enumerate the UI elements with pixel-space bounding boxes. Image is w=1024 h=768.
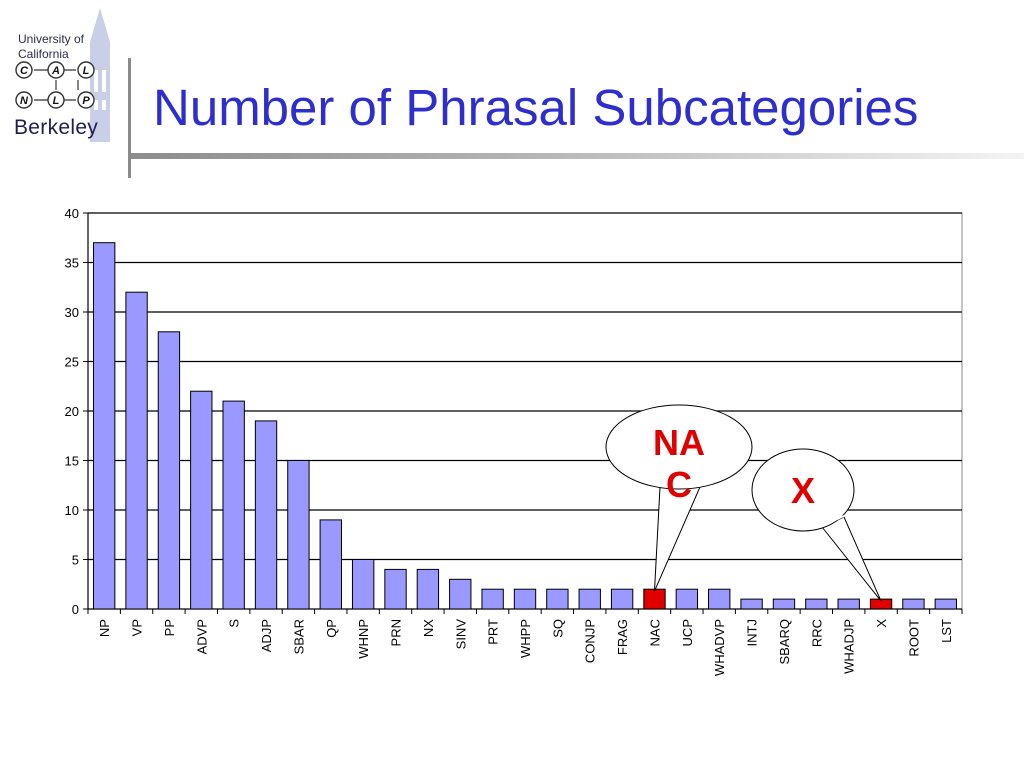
x-tick-label: WHNP: [356, 619, 371, 659]
bar-np: [93, 242, 116, 610]
logo-letter: N: [20, 95, 29, 107]
bar-adjp: [254, 420, 278, 610]
bar-ucp: [675, 588, 699, 610]
logo-letter: L: [83, 65, 90, 77]
bar-whadvp: [708, 588, 731, 610]
callout-x-text: X: [752, 470, 854, 512]
x-tick-label: FRAG: [615, 619, 630, 655]
callout-nac-line2: C: [666, 464, 692, 505]
x-tick-label: S: [227, 619, 242, 628]
y-tick-label: 30: [65, 305, 79, 320]
y-tick-label: 0: [72, 602, 79, 617]
bar-x: [869, 598, 893, 610]
x-tick-label: SBAR: [291, 619, 306, 654]
bar-prn: [384, 568, 407, 610]
x-tick-label: WHADJP: [842, 619, 857, 674]
bar-frag: [610, 588, 634, 610]
bar-advp: [190, 390, 213, 610]
bar-sinv: [449, 578, 472, 610]
bar-intj: [740, 598, 763, 610]
x-tick-label: LST: [939, 619, 954, 643]
x-tick-label: X: [874, 619, 889, 628]
callout-x-line1: X: [790, 470, 815, 511]
bar-prt: [481, 588, 504, 610]
y-tick-label: 5: [72, 553, 79, 568]
logo-wordmark: Berkeley: [14, 116, 99, 139]
x-tick-label: WHADVP: [712, 619, 727, 676]
callout-x-bubble: [751, 448, 855, 532]
x-tick-label: UCP: [680, 619, 695, 646]
x-tick-label: ADJP: [259, 619, 274, 652]
y-tick-label: 25: [65, 355, 79, 370]
x-tick-label: VP: [130, 619, 145, 636]
bar-whnp: [351, 559, 375, 610]
x-tick-label: INTJ: [745, 619, 760, 646]
x-tick-label: PP: [162, 619, 177, 636]
bar-sbarq: [772, 598, 796, 610]
x-tick-label: PRN: [389, 619, 404, 646]
y-tick-label: 40: [65, 206, 79, 221]
logo-university-text: University of California: [18, 32, 84, 62]
logo-letter: C: [20, 65, 29, 77]
y-tick-label: 35: [65, 256, 79, 271]
bar-nac: [643, 588, 666, 610]
x-tick-label: SQ: [550, 619, 565, 638]
callout-nac-text: NA C: [606, 422, 752, 506]
callout-nac-bubble: [605, 404, 753, 490]
y-tick-label: 15: [65, 454, 79, 469]
bar-s: [222, 400, 245, 610]
x-tick-label: RRC: [809, 619, 824, 647]
bar-pp: [157, 331, 181, 610]
bar-conjp: [578, 588, 601, 610]
callout-nac-line1: NA: [653, 422, 705, 463]
x-tick-label: PRT: [486, 619, 501, 645]
bar-root: [902, 598, 925, 610]
logo-letter: A: [51, 65, 60, 77]
y-tick-label: 10: [65, 503, 79, 518]
x-tick-label: QP: [324, 619, 339, 638]
bar-sq: [546, 588, 569, 610]
bar-rrc: [805, 598, 828, 610]
campanile-icon: C A L N L P: [15, 8, 110, 142]
x-tick-label: NP: [97, 619, 112, 637]
x-tick-label: SINV: [453, 619, 468, 650]
x-tick-label: SBARQ: [777, 619, 792, 665]
header-horizontal-rule: [128, 153, 1024, 159]
y-tick-label: 20: [65, 404, 79, 419]
bar-nx: [416, 568, 440, 610]
x-tick-label: WHPP: [518, 619, 533, 658]
bar-whpp: [513, 588, 537, 610]
bar-lst: [934, 598, 957, 610]
university-logo: C A L N L P University of California Ber…: [6, 4, 126, 154]
bar-vp: [125, 291, 148, 610]
header-vertical-rule: [128, 58, 131, 178]
x-tick-label: NX: [421, 619, 436, 637]
x-tick-label: ROOT: [906, 619, 921, 657]
bar-sbar: [287, 460, 310, 610]
bar-whadjp: [837, 598, 860, 610]
callout-x-seam: [821, 515, 845, 527]
x-tick-label: NAC: [647, 619, 662, 646]
bar-qp: [319, 519, 342, 610]
logo-letter: L: [53, 95, 60, 107]
logo-line1: University of: [18, 32, 85, 46]
logo-line2: California: [18, 47, 69, 61]
slide-title: Number of Phrasal Subcategories: [153, 79, 919, 136]
x-tick-label: CONJP: [583, 619, 598, 663]
logo-letter: P: [82, 95, 90, 107]
x-tick-label: ADVP: [194, 619, 209, 654]
